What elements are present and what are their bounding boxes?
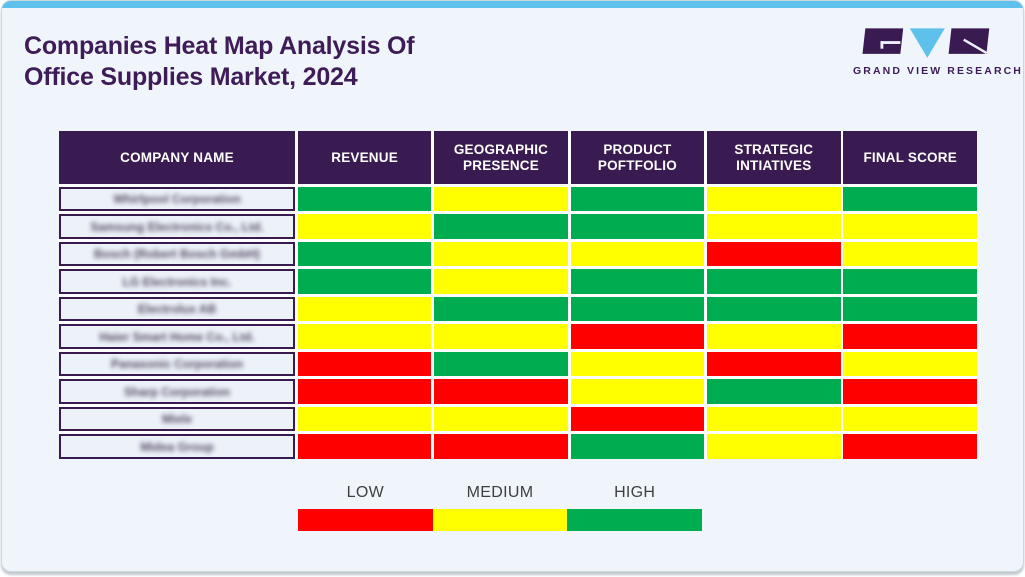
logo-g-shape (862, 28, 904, 54)
accent-top-bar (2, 1, 1023, 8)
heat-cell-high (297, 186, 432, 212)
heat-cell-medium (297, 406, 432, 432)
company-name-cell: LG Electronics Inc. (59, 269, 295, 294)
heat-cell-low (434, 434, 568, 459)
heat-cell-low (297, 351, 432, 377)
heat-cell-high (570, 214, 705, 239)
heat-cell-medium (434, 186, 568, 212)
legend-label-medium: MEDIUM (466, 483, 534, 501)
heat-cell-low (434, 379, 568, 404)
header-cell-company-name: COMPANY NAME (59, 131, 295, 184)
gvr-logo: GRAND VIEW RESEARCH (853, 27, 1023, 77)
heat-cell-medium (843, 241, 977, 267)
heat-cell-high (434, 296, 568, 322)
page-title-line1: Companies Heat Map Analysis Of (24, 32, 415, 60)
heat-cell-high (297, 241, 432, 267)
heat-cell-high (843, 269, 977, 294)
heat-cell-medium (570, 351, 705, 377)
heat-cell-low (843, 379, 977, 404)
page-title-line2: Office Supplies Market, 2024 (24, 63, 358, 91)
heat-cell-low (570, 324, 705, 349)
heat-cell-medium (706, 324, 841, 349)
heat-cell-medium (297, 296, 432, 322)
heat-cell-high (434, 351, 568, 377)
company-name-cell: Miele (59, 406, 295, 432)
heat-cell-high (434, 214, 568, 239)
heat-cell-high (706, 296, 841, 322)
heatmap-table: COMPANY NAME REVENUE GEOGRAPHIC PRESENCE… (59, 131, 977, 531)
logo-text: GRAND VIEW RESEARCH (853, 65, 1023, 77)
company-name-cell: Haier Smart Home Co., Ltd. (59, 324, 295, 349)
heatmap-legend: LOW MEDIUM HIGH (298, 484, 703, 531)
heat-cell-high (706, 379, 841, 404)
heat-cell-low (297, 379, 432, 404)
heat-cell-high (570, 434, 705, 459)
heat-cell-high (570, 296, 705, 322)
heat-cell-high (706, 269, 841, 294)
legend-label-low: LOW (346, 483, 385, 501)
heat-cell-medium (434, 269, 568, 294)
heat-cell-low (297, 434, 432, 459)
company-name-cell: Bosch (Robert Bosch GmbH) (59, 241, 295, 267)
legend-swatch-high (567, 508, 703, 531)
heat-cell-low (843, 324, 977, 349)
heat-cell-high (570, 269, 705, 294)
gvr-logo-mark (862, 28, 990, 58)
header-cell-final-score: FINAL SCORE (843, 131, 977, 184)
company-name-cell: Sharp Corporation (59, 379, 295, 404)
heat-cell-medium (843, 351, 977, 377)
page-title: Companies Heat Map Analysis Of Office Su… (24, 31, 1023, 93)
company-name-cell: Samsung Electronics Co., Ltd. (59, 214, 295, 239)
heat-cell-medium (297, 324, 432, 349)
legend-swatch-low (298, 508, 433, 531)
header-cell-revenue: REVENUE (297, 131, 432, 184)
heat-cell-medium (843, 406, 977, 432)
heat-cell-high (843, 296, 977, 322)
heat-cell-medium (434, 406, 568, 432)
heatmap-grid: COMPANY NAME REVENUE GEOGRAPHIC PRESENCE… (59, 131, 977, 459)
heat-cell-medium (706, 434, 841, 459)
header-cell-geographic-presence: GEOGRAPHIC PRESENCE (434, 131, 568, 184)
header-cell-strategic-initiatives: STRATEGIC INTIATIVES (706, 131, 841, 184)
company-name-cell: Panasonic Corporation (59, 351, 295, 377)
logo-r-shape (948, 28, 990, 55)
heat-cell-high (570, 186, 705, 212)
heat-cell-medium (434, 324, 568, 349)
company-name-cell: Whirlpool Corporation (59, 186, 295, 212)
legend-labels: LOW MEDIUM HIGH (298, 484, 702, 502)
heat-cell-high (843, 186, 977, 212)
heat-cell-medium (706, 406, 841, 432)
heat-cell-medium (434, 241, 568, 267)
heat-cell-medium (297, 214, 432, 239)
legend-swatch-medium (432, 508, 568, 531)
legend-label-high: HIGH (614, 483, 656, 501)
heat-cell-low (706, 351, 841, 377)
legend-bar (298, 508, 703, 531)
heat-cell-medium (570, 241, 705, 267)
heat-cell-low (570, 406, 705, 432)
logo-v-shape (909, 28, 945, 58)
heat-cell-medium (843, 214, 977, 239)
company-name-cell: Midea Group (59, 434, 295, 459)
heat-cell-medium (570, 379, 705, 404)
company-name-cell: Electrolux AB (59, 296, 295, 322)
heat-cell-high (297, 269, 432, 294)
heat-cell-low (843, 434, 977, 459)
heat-cell-medium (706, 186, 841, 212)
heat-cell-low (706, 241, 841, 267)
heat-cell-medium (706, 214, 841, 239)
header-cell-product-portfolio: PRODUCT POFTFOLIO (570, 131, 705, 184)
